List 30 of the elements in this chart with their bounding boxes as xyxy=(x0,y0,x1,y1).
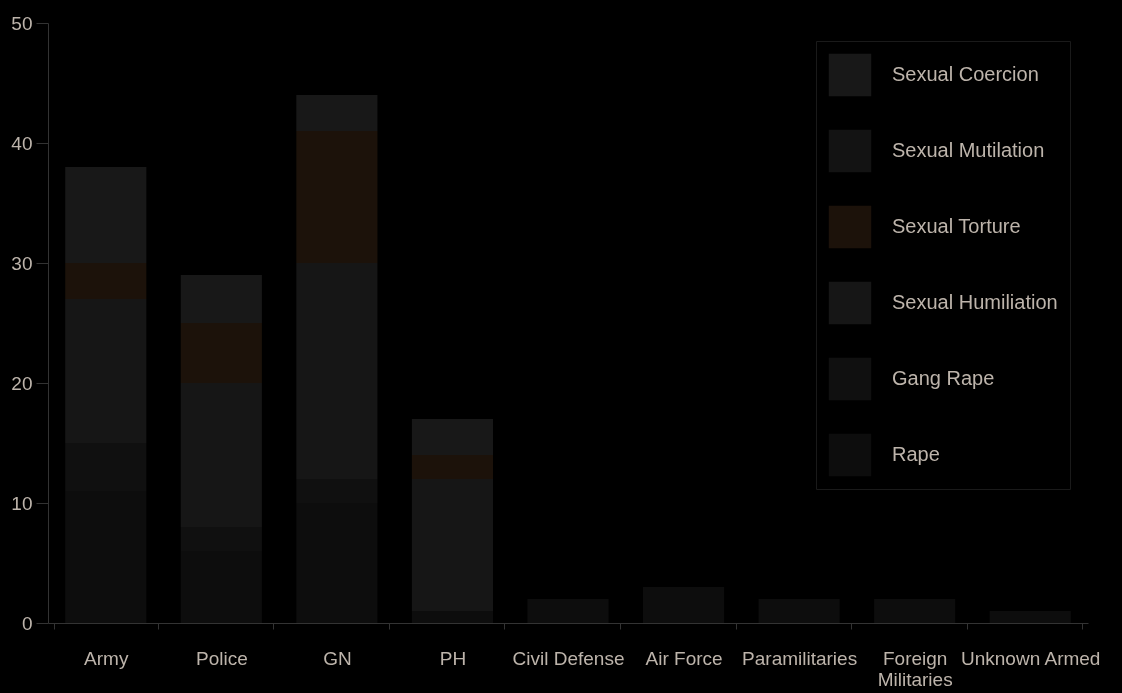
y-tick-label: 0 xyxy=(21,612,33,634)
y-tick-label: 30 xyxy=(11,252,33,274)
bar xyxy=(643,587,725,623)
bar xyxy=(180,275,262,323)
x-tick-label: Civil Defense xyxy=(512,647,625,669)
x-tick-label: GN xyxy=(323,647,352,669)
y-tick-label: 40 xyxy=(11,132,33,154)
legend-label: Gang Rape xyxy=(892,367,995,389)
bar xyxy=(874,599,956,623)
x-tick-label: Foreign Militaries xyxy=(877,647,953,690)
bar xyxy=(527,599,609,623)
x-tick-label: Police xyxy=(195,647,248,669)
x-tick-label: Army xyxy=(84,647,129,669)
legend-label: Rape xyxy=(892,443,940,465)
bar xyxy=(296,95,378,131)
x-tick-label: Air Force xyxy=(645,647,723,669)
legend-label: Sexual Coercion xyxy=(892,63,1039,85)
legend-label: Sexual Humiliation xyxy=(892,291,1058,313)
bar xyxy=(411,419,493,455)
y-tick-label: 20 xyxy=(11,372,33,394)
y-tick-label: 10 xyxy=(11,492,33,514)
x-tick-label: Paramilitaries xyxy=(742,647,858,669)
x-tick-label: PH xyxy=(439,647,467,669)
x-tick-label: Unknown Armed xyxy=(961,647,1101,669)
bar xyxy=(65,167,147,263)
bar xyxy=(989,611,1071,623)
y-tick-label: 50 xyxy=(11,12,33,34)
legend-label: Sexual Torture xyxy=(892,215,1021,237)
bar xyxy=(758,599,840,623)
legend-label: Sexual Mutilation xyxy=(892,139,1045,161)
